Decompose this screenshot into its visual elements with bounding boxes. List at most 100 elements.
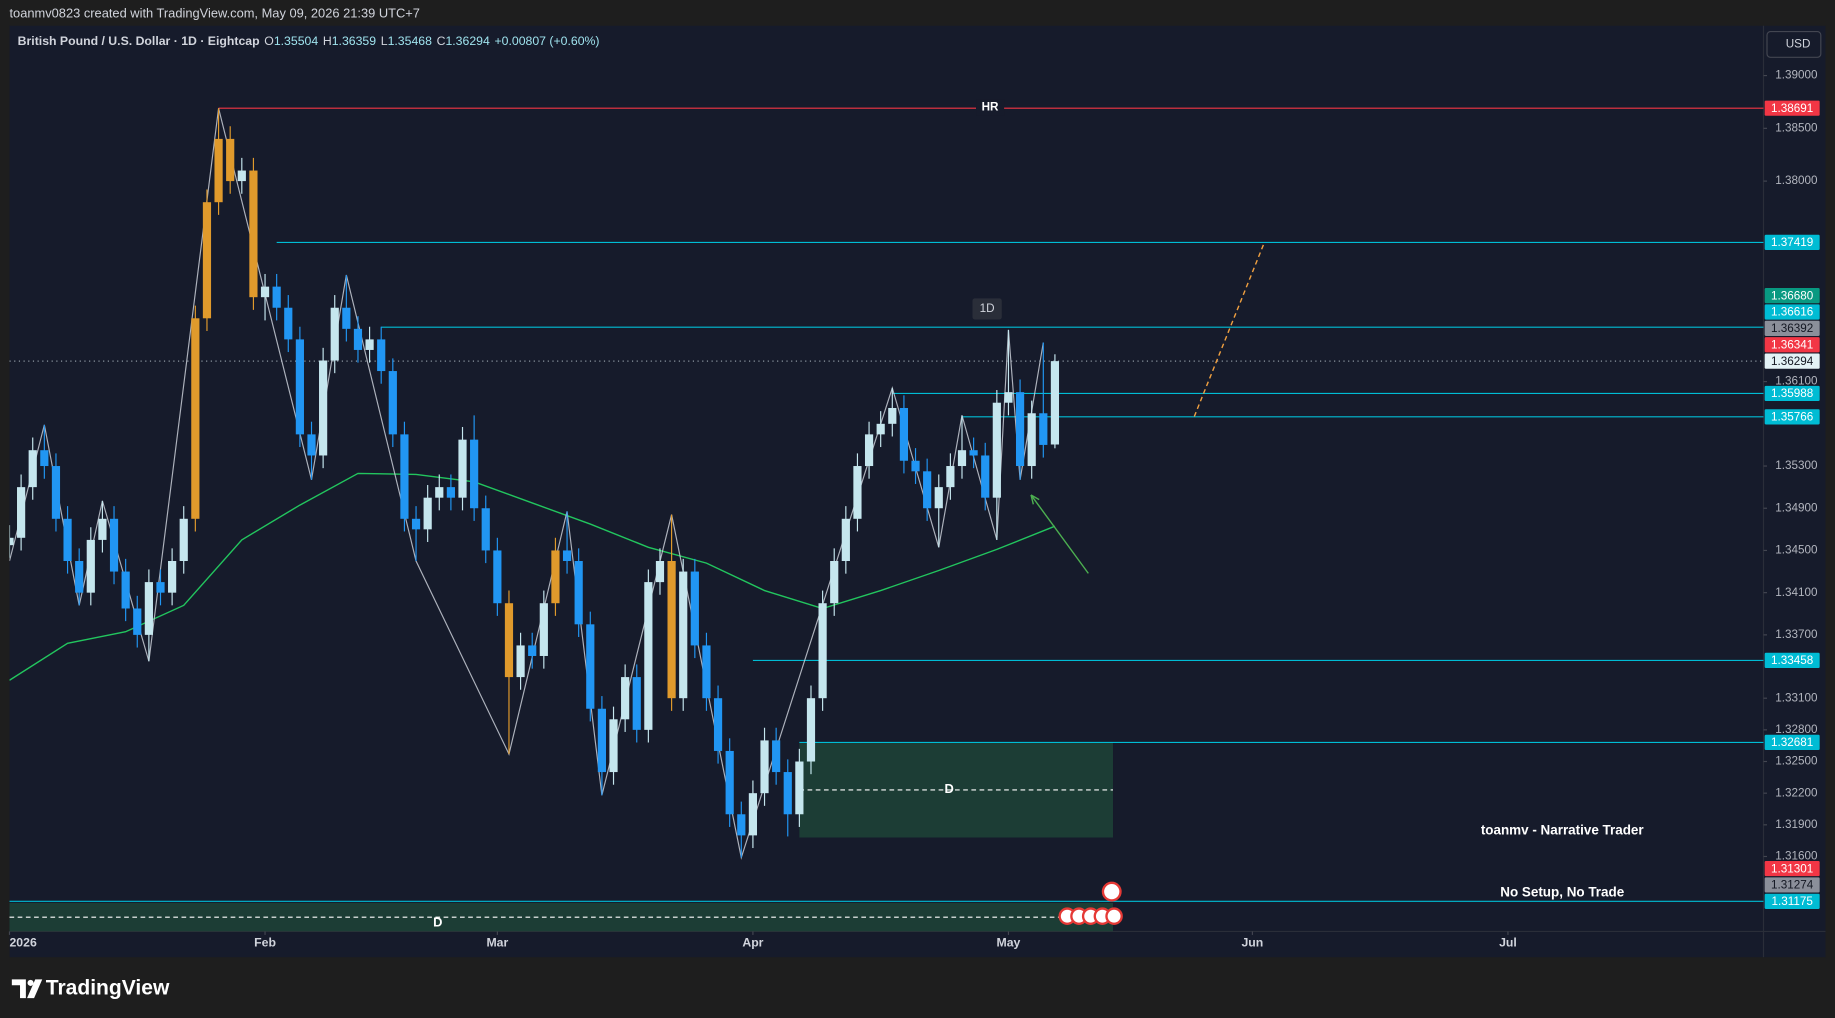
candle-body [725,750,734,815]
x-tick-label: Jul [1499,935,1517,949]
price-label: 1.32681 [1771,736,1813,749]
candle-body [458,439,467,498]
x-tick-label: 2026 [9,935,36,949]
candle-body [969,450,978,456]
candle-body [411,518,421,530]
price-label-bg [1764,288,1820,304]
candle-body [121,571,130,609]
candle-body [713,698,723,751]
price-label: 1.38691 [1771,102,1813,115]
price-label-bg [1764,652,1820,669]
candle-body [1050,361,1060,445]
moving-average [9,472,1056,681]
y-tick-label: 1.32800 [1775,723,1818,736]
candle-body [249,170,258,298]
candle-body [156,582,165,593]
candle-body [806,698,816,762]
axes: 1.39000 1.38500 1.38000 1.36100 1.35300 1.349… [8,69,1820,949]
candle-body [109,518,119,572]
price-label: 1.31301 [1771,862,1813,875]
candle-body [528,645,537,656]
event-icon[interactable] [1105,907,1123,925]
logo-mark [27,979,43,999]
brand-logo: TradingView [11,976,170,999]
candle-body [504,603,514,678]
hr-label: HR [982,101,999,114]
price-label-bg [1764,860,1820,877]
y-tick-label: 1.33100 [1775,691,1818,704]
candle-body [632,677,641,730]
candle-body [40,450,49,467]
candle-body [400,434,409,519]
price-label-bg [1764,385,1820,402]
y-tick-label: 1.38500 [1775,121,1818,134]
candle-body [853,466,862,519]
price-label: 1.31175 [1771,895,1813,908]
currency-button[interactable] [1766,31,1822,58]
x-tick-label: Feb [254,935,276,949]
candle-body [981,455,990,498]
candle-body [876,423,885,435]
candle-body [760,740,769,794]
ohlc-value: 1.36294 [445,34,490,48]
price-label-bg [1764,353,1820,369]
ohlc-key: O [264,34,274,48]
y-tick-label: 1.31600 [1775,850,1818,863]
candle-body [934,487,943,509]
candle-body [655,561,665,583]
candle-body [539,603,548,656]
candle-body [562,550,572,562]
candle-body [992,402,1001,498]
candle-body [1015,392,1025,467]
candle-body [1027,413,1036,467]
candle-body [75,561,84,593]
brand: TradingView [46,976,170,999]
candle-body [237,170,246,182]
candle-body [446,487,455,498]
candle-body [830,561,839,604]
candle-body [597,708,606,773]
event-icon[interactable] [1101,881,1122,902]
candle-body [435,487,444,498]
timeframe-badge [972,298,1002,320]
ohlc-value: 1.36359 [332,34,377,48]
price-label: 1.36341 [1771,338,1813,351]
candle-body [911,460,920,472]
candle-body [772,740,781,773]
y-tick-label: 1.35300 [1775,459,1818,472]
price-label: 1.36680 [1771,289,1814,302]
price-label-bg [1764,337,1820,353]
candle-body [667,561,676,699]
candle-body [783,772,792,815]
x-tick-label: Mar [486,935,508,949]
arrow-head [1030,494,1040,505]
ohlc-change: +0.00807 (+0.60%) [494,34,599,48]
price-label-bg [1764,734,1820,751]
candle-body [388,371,397,435]
symbol-legend: British Pound / U.S. Dollar · 1D · Eight… [18,34,600,48]
candle-body [144,582,153,635]
candle-body [226,138,235,182]
candle-body [609,719,618,773]
candle-body [621,677,630,720]
candle-body [179,518,188,562]
symbol-title: British Pound / U.S. Dollar · 1D · Eight… [18,34,260,48]
candle-body [481,508,490,551]
price-label-bg [1764,893,1820,909]
candle-body [319,360,328,456]
candle-body [260,286,270,298]
candle-body [377,339,386,372]
price-label-bg [1764,877,1820,893]
candle-body [864,434,874,467]
candle-body [307,434,316,456]
price-label: 1.37419 [1771,236,1813,249]
candle-body [493,550,502,604]
candle-body [748,793,758,836]
candle-body [516,645,525,678]
price-label: 1.35988 [1771,387,1813,400]
candle-body [841,518,850,562]
y-tick-label: 1.34900 [1775,501,1818,514]
candle-body [202,202,212,319]
candle-body [133,608,142,635]
